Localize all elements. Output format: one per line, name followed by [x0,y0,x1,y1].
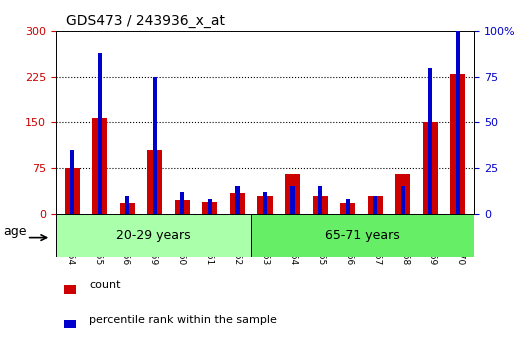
Text: 20-29 years: 20-29 years [116,229,191,242]
Bar [175,200,190,214]
Bar [450,74,465,214]
Text: percentile rank within the sample: percentile rank within the sample [89,315,277,325]
Bar [428,68,432,214]
Bar [92,118,107,214]
Bar [65,168,80,214]
Bar [230,193,245,214]
Bar [153,77,157,214]
Bar [285,174,300,214]
Bar [263,192,267,214]
Text: GSM10367: GSM10367 [372,216,381,265]
Text: GSM10363: GSM10363 [261,216,269,265]
Bar [401,186,405,214]
Text: GSM10356: GSM10356 [121,216,130,265]
Bar [318,186,322,214]
Text: GSM10369: GSM10369 [428,216,437,265]
Bar [70,150,74,214]
Bar [98,53,102,214]
Bar [56,31,474,214]
Bar [235,186,240,214]
Text: GSM10361: GSM10361 [205,216,214,265]
Bar [368,196,383,214]
Text: GSM10364: GSM10364 [288,216,297,265]
Text: 65-71 years: 65-71 years [325,229,400,242]
Bar [64,320,76,328]
Text: GSM10365: GSM10365 [316,216,325,265]
Text: GSM10362: GSM10362 [233,216,242,265]
Bar [208,199,212,214]
Text: GDS473 / 243936_x_at: GDS473 / 243936_x_at [66,13,225,28]
Bar [340,203,355,214]
Bar [313,196,328,214]
Text: GSM10368: GSM10368 [400,216,409,265]
Text: GSM10360: GSM10360 [177,216,186,265]
Bar [251,214,474,257]
Bar [258,196,272,214]
Bar [373,196,377,214]
Text: GSM10355: GSM10355 [93,216,102,265]
Text: GSM10354: GSM10354 [65,216,74,265]
Bar [290,186,295,214]
Bar [125,196,129,214]
Bar [456,0,460,214]
Text: GSM10366: GSM10366 [344,216,353,265]
Text: age: age [3,225,26,238]
Bar [120,203,135,214]
Bar [147,150,162,214]
Text: count: count [89,280,121,290]
Bar [56,214,251,257]
Bar [395,174,410,214]
Bar [180,192,184,214]
Bar [64,285,76,294]
Bar [202,202,217,214]
Text: GSM10359: GSM10359 [149,216,158,265]
Bar [346,199,350,214]
Bar [423,122,438,214]
Text: GSM10370: GSM10370 [456,216,465,265]
